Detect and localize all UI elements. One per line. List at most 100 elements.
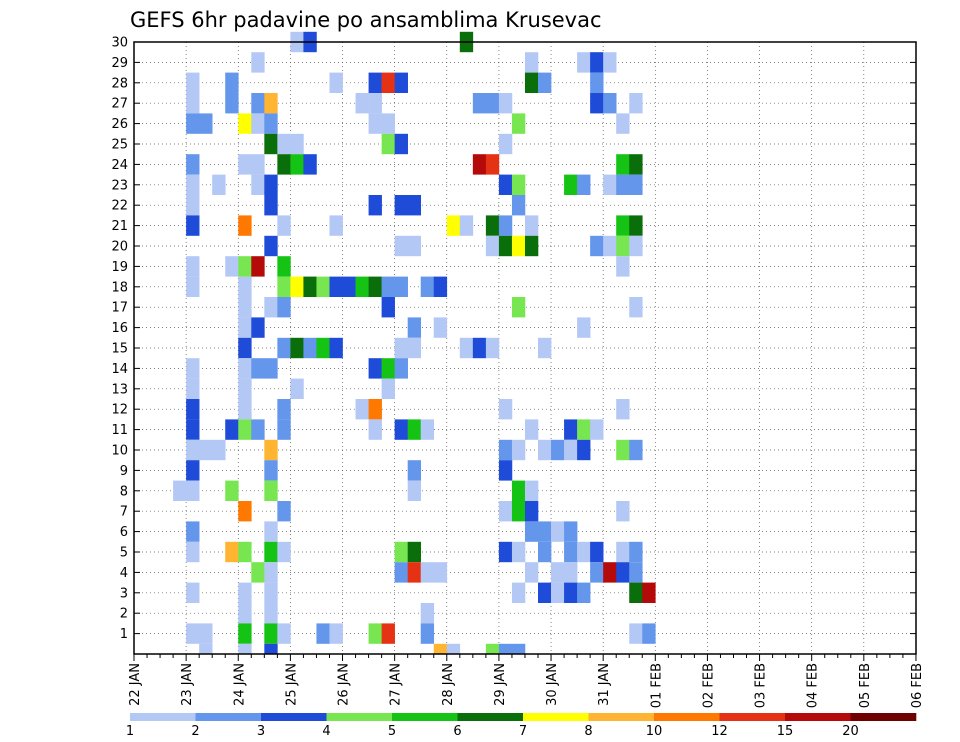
y-tick-label: 28	[111, 76, 128, 91]
precip-cell	[498, 399, 513, 420]
precip-cell	[264, 297, 278, 318]
precip-cell	[329, 623, 343, 644]
precip-cell	[603, 174, 617, 195]
precip-cell	[264, 521, 278, 542]
precip-cell	[511, 643, 526, 654]
precip-cell	[186, 72, 200, 93]
precip-cell	[238, 317, 252, 338]
y-axis: 1234567891011121314151617181920212223242…	[111, 36, 916, 642]
precip-cell	[616, 501, 630, 522]
precip-cell	[564, 439, 578, 461]
precip-cell	[629, 439, 643, 461]
precip-cell	[642, 623, 656, 644]
precip-cell	[303, 337, 317, 359]
precip-cell	[616, 256, 630, 277]
precip-cell	[186, 215, 200, 236]
precip-cell	[577, 52, 591, 73]
precip-cell	[551, 582, 565, 603]
precip-cell	[616, 113, 630, 134]
y-tick-label: 23	[111, 178, 128, 193]
precip-cell	[264, 541, 278, 563]
precip-cell	[277, 215, 291, 236]
precip-cell	[329, 72, 343, 93]
precip-cell	[212, 439, 226, 461]
precip-cell	[251, 317, 265, 338]
x-tick-label: 01 FEB	[649, 663, 664, 708]
colorbar-segment	[719, 713, 786, 721]
precip-cell	[264, 235, 278, 257]
precip-cell	[564, 419, 578, 440]
x-tick-label: 23 JAN	[180, 663, 195, 706]
x-tick-label: 30 JAN	[545, 663, 560, 706]
precip-cell	[368, 113, 382, 134]
precip-cell	[524, 215, 539, 236]
precip-cell	[381, 297, 395, 318]
precip-cell	[551, 521, 565, 542]
precip-cell	[433, 317, 448, 338]
colorbar-segment	[326, 713, 393, 721]
precip-cell	[186, 358, 200, 379]
precip-cell	[381, 133, 395, 155]
precip-cell	[225, 93, 239, 114]
precip-cell	[394, 276, 408, 297]
precip-cell	[511, 195, 526, 216]
precip-cell	[524, 521, 539, 542]
precip-cell	[524, 562, 539, 583]
precip-cell	[629, 174, 643, 195]
precip-cell	[564, 174, 578, 195]
precip-cell	[420, 419, 435, 440]
precip-cell	[277, 133, 291, 155]
y-tick-label: 6	[120, 525, 128, 540]
precip-cell	[251, 562, 265, 583]
precip-cell	[238, 399, 252, 420]
precip-cell	[264, 623, 278, 644]
precip-cell	[251, 358, 265, 379]
precip-cell	[238, 603, 252, 624]
precip-cell	[629, 154, 643, 175]
precip-cell	[264, 358, 278, 379]
precip-cell	[186, 439, 200, 461]
precip-cell	[199, 113, 213, 134]
precip-cell	[264, 480, 278, 501]
precip-cell	[277, 541, 291, 563]
precip-cell	[264, 113, 278, 134]
precip-cell	[303, 154, 317, 175]
precip-cell	[238, 215, 252, 236]
precip-cell	[238, 276, 252, 297]
precip-cell	[524, 419, 539, 440]
precip-cell	[394, 235, 408, 257]
precip-cell	[381, 113, 395, 134]
y-tick-label: 25	[111, 138, 128, 153]
colorbar-label: 4	[322, 724, 330, 739]
x-axis: 22 JAN 23 JAN 24 JAN 25 JAN 26 JAN 27 JAN 28 J…	[128, 654, 925, 708]
precip-cell	[225, 480, 239, 501]
precip-cell	[238, 337, 252, 359]
precip-cell	[290, 276, 304, 297]
precip-cell	[394, 195, 408, 216]
precip-cell	[498, 439, 513, 461]
precip-cell	[485, 337, 500, 359]
precip-cell	[186, 276, 200, 297]
precip-cell	[368, 358, 382, 379]
precip-cell	[498, 643, 513, 654]
precip-cell	[498, 174, 513, 195]
precip-cell	[498, 133, 513, 155]
precip-cell	[511, 235, 526, 257]
y-tick-label: 15	[111, 342, 128, 357]
y-tick-label: 27	[111, 97, 128, 112]
precip-cell	[577, 439, 591, 461]
precip-cell	[186, 399, 200, 420]
y-tick-label: 3	[120, 586, 128, 601]
precip-cell	[524, 480, 539, 501]
y-tick-label: 5	[120, 546, 128, 561]
precip-cell	[551, 439, 565, 461]
x-tick-label: 25 JAN	[284, 663, 299, 706]
x-tick-label: 05 FEB	[858, 663, 873, 708]
precip-cell	[264, 603, 278, 624]
y-tick-label: 30	[111, 36, 128, 51]
precip-cell	[277, 419, 291, 440]
precip-cell	[264, 460, 278, 481]
precip-cell	[238, 113, 252, 134]
x-tick-label: 03 FEB	[754, 663, 769, 708]
precip-cell	[577, 419, 591, 440]
